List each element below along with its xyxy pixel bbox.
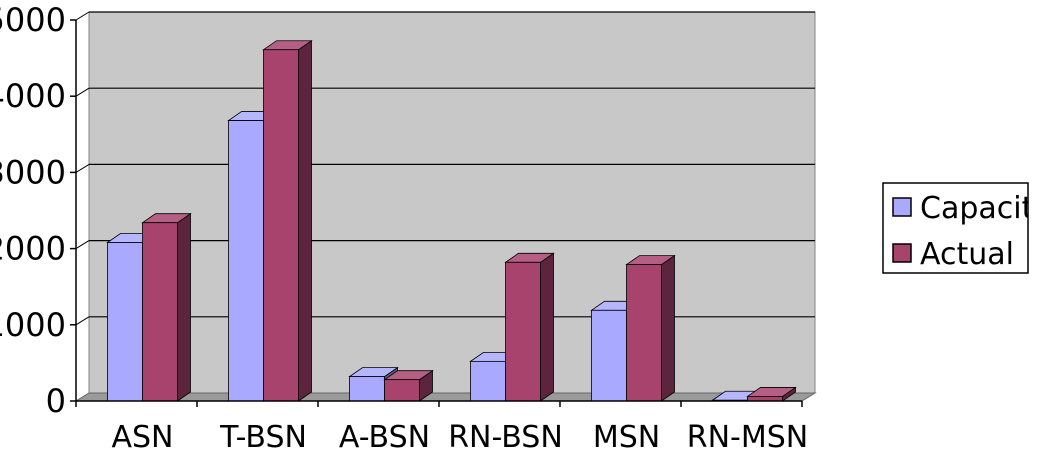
x-category-label: MSN — [593, 420, 660, 454]
y-tick-label: 0 — [46, 382, 66, 420]
x-category-label: RN-BSN — [448, 420, 563, 454]
bar-actual-rn-bsn — [504, 252, 555, 402]
gridlines — [75, 11, 815, 326]
legend-label-actual: Actual — [920, 237, 1014, 272]
x-category-label: ASN — [111, 420, 173, 454]
bar-actual-msn — [625, 254, 676, 402]
gridline-side — [75, 240, 90, 250]
legend-swatch-capacity — [892, 197, 912, 217]
y-tick-label: 3000 — [0, 153, 66, 191]
plot-back-wall — [88, 11, 816, 394]
plot-area — [88, 11, 816, 394]
x-category-label: A-BSN — [339, 420, 430, 454]
y-tick-label: 4000 — [0, 77, 66, 115]
gridline-side — [75, 11, 90, 21]
y-tick-label: 2000 — [0, 230, 66, 268]
bar-actual-asn — [141, 212, 192, 402]
y-tick-label: 1000 — [0, 306, 66, 344]
bar-actual-t-bsn — [262, 39, 313, 402]
bar-actual-rn-msn — [746, 386, 797, 402]
y-axis-tick-labels: 0 1000 2000 3000 4000 5000 — [0, 1, 66, 420]
gridline-side — [75, 316, 90, 326]
bar-actual-a-bsn — [383, 369, 434, 402]
x-category-label: T-BSN — [219, 420, 307, 454]
legend-label-capacity: Capacity — [920, 191, 1038, 226]
bars — [106, 39, 797, 402]
axes — [70, 19, 803, 407]
legend: Capacity Actual — [882, 182, 1038, 274]
x-category-label: RN-MSN — [687, 420, 808, 454]
x-axis-category-labels: ASN T-BSN A-BSN RN-BSN MSN RN-MSN — [111, 420, 808, 454]
gridline-side — [75, 163, 90, 173]
gridline-side — [75, 87, 90, 97]
legend-swatch-actual — [892, 243, 912, 263]
y-tick-label: 5000 — [0, 1, 66, 39]
